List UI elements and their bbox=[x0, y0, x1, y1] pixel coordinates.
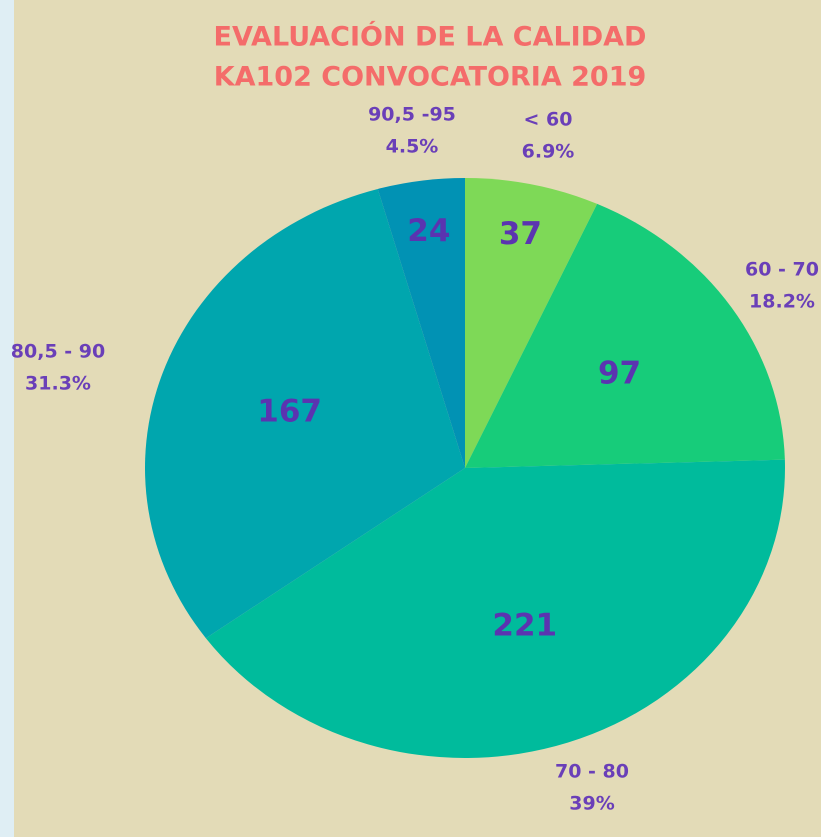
chart-title: KA102 CONVOCATORIA 2019 bbox=[214, 62, 647, 93]
slice-percent-label: 18.2% bbox=[749, 291, 815, 313]
slice-category-label: 60 - 70 bbox=[745, 259, 819, 281]
slice-category-label: < 60 bbox=[524, 109, 573, 131]
slice-value-label: 167 bbox=[257, 393, 322, 429]
pie-slice bbox=[465, 178, 598, 468]
pie-slice bbox=[144, 188, 465, 639]
slice-value-label: 24 bbox=[407, 213, 450, 249]
slice-category-label: 80,5 - 90 bbox=[11, 341, 105, 363]
slice-value-label: 37 bbox=[499, 216, 542, 252]
slice-percent-label: 4.5% bbox=[386, 136, 439, 158]
slice-category-label: 90,5 -95 bbox=[368, 104, 456, 126]
slice-percent-label: 6.9% bbox=[522, 141, 575, 163]
slice-value-label: 97 bbox=[598, 355, 641, 391]
slice-percent-label: 31.3% bbox=[25, 373, 91, 395]
slice-percent-label: 39% bbox=[569, 793, 614, 815]
pie-slice bbox=[377, 178, 465, 468]
pie-slice bbox=[465, 203, 785, 468]
pie-slice bbox=[205, 459, 785, 758]
slice-category-label: 70 - 80 bbox=[555, 761, 629, 783]
chart-title: EVALUACIÓN DE LA CALIDAD bbox=[214, 21, 647, 53]
slice-value-label: 221 bbox=[492, 608, 557, 644]
